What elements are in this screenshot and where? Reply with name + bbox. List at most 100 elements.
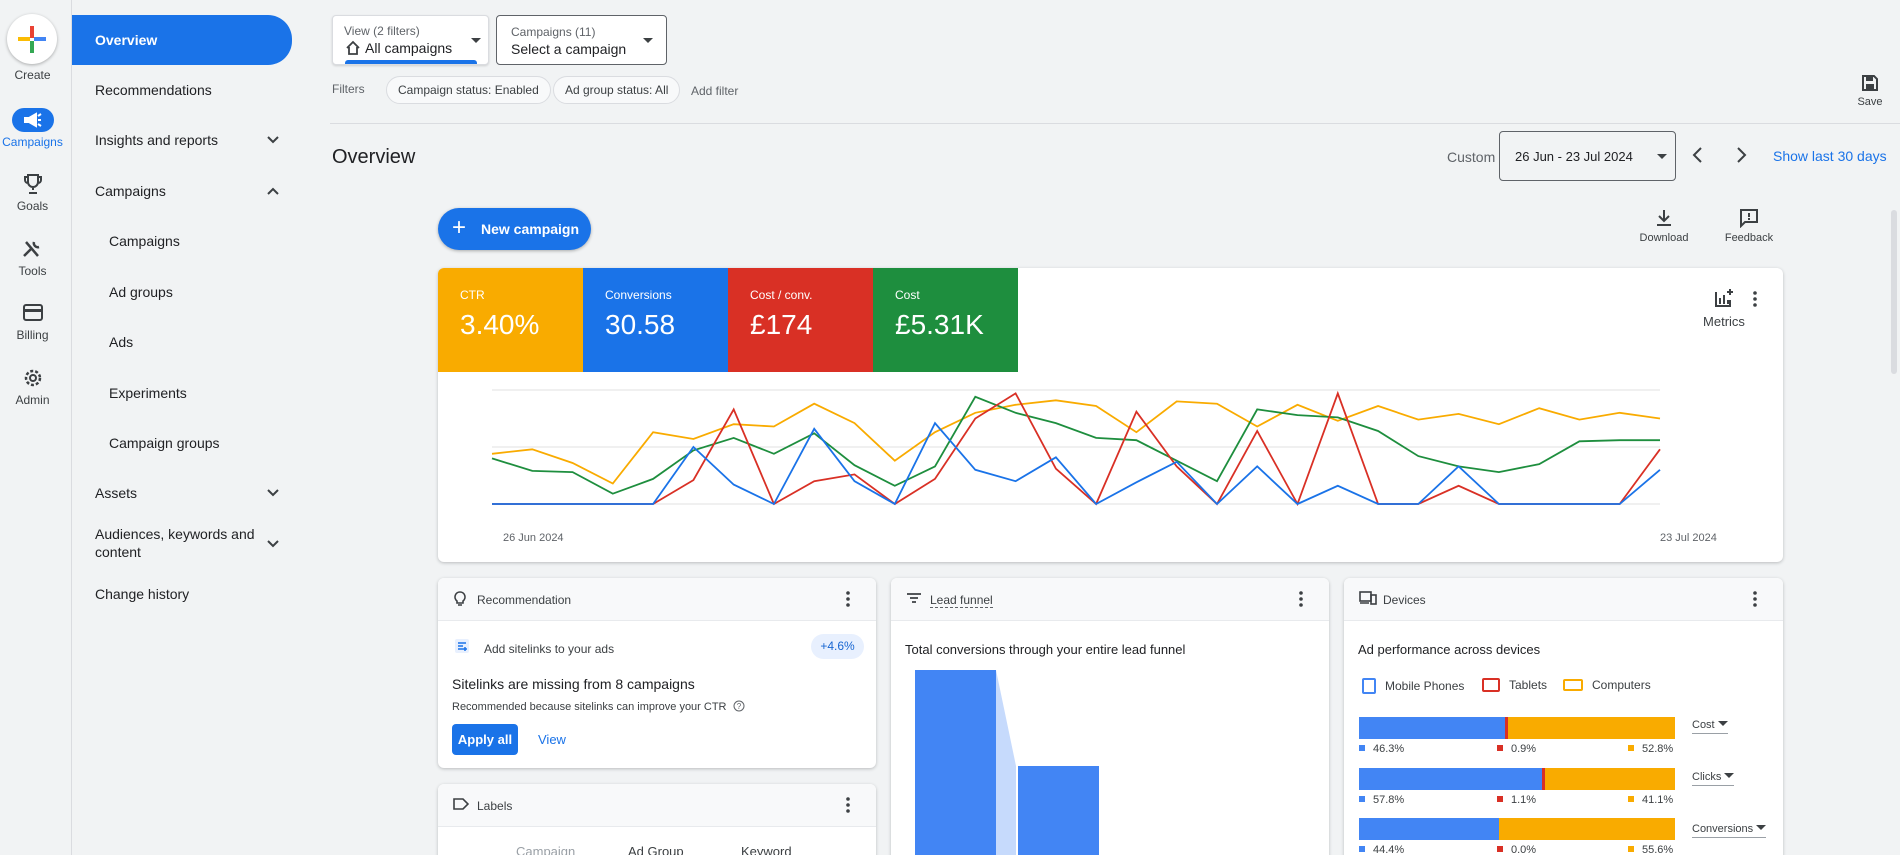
help-icon[interactable]: ? <box>733 700 745 712</box>
create-button[interactable] <box>7 14 57 64</box>
scorecard-ctr[interactable]: CTR 3.40% <box>438 268 583 372</box>
metric-dropdown-cost[interactable]: Cost <box>1692 719 1728 734</box>
nav-assets[interactable]: Assets <box>72 483 292 503</box>
recommendation-title: Sitelinks are missing from 8 campaigns <box>452 676 695 692</box>
metric-dropdown-conversions[interactable]: Conversions <box>1692 823 1767 838</box>
metrics-button[interactable]: Metrics <box>1694 288 1754 329</box>
pct-tablets: 1.1% <box>1497 794 1536 806</box>
devices-card-title: Devices <box>1383 593 1426 607</box>
view-selector[interactable]: View (2 filters) All campaigns <box>332 15 489 65</box>
pct-value: 1.1% <box>1511 794 1537 806</box>
plus-icon: + <box>452 214 467 241</box>
pct-value: 44.4% <box>1373 844 1405 855</box>
tab-ad-group[interactable]: Ad Group <box>628 844 684 855</box>
scorecard-value: £174 <box>750 309 813 340</box>
more-vert-icon[interactable] <box>846 797 850 813</box>
lead-funnel-card: Lead funnel Total conversions through yo… <box>891 578 1329 855</box>
nav-insights[interactable]: Insights and reports <box>72 130 292 150</box>
scorecard-cost[interactable]: Cost £5.31K <box>873 268 1018 372</box>
more-vert-icon[interactable] <box>1753 291 1757 307</box>
labels-card-title: Labels <box>477 799 513 813</box>
nav-audiences[interactable]: Audiences, keywords and content <box>72 525 292 563</box>
nav-overview[interactable]: Overview <box>72 15 292 65</box>
new-campaign-label: New campaign <box>481 221 580 237</box>
metrics-label: Metrics <box>1703 314 1745 329</box>
nav-experiments[interactable]: Experiments <box>109 385 187 401</box>
rail-admin[interactable]: Admin <box>0 367 65 407</box>
legend-dot <box>1628 745 1634 751</box>
pct-mobile: 46.3% <box>1359 743 1404 755</box>
save-button[interactable]: Save <box>1853 74 1887 108</box>
nav-ad-groups[interactable]: Ad groups <box>109 284 173 300</box>
lead-funnel-card-title[interactable]: Lead funnel <box>930 593 993 608</box>
rail-goals[interactable]: Goals <box>0 173 65 213</box>
sitelink-icon <box>455 639 469 653</box>
rail-tools[interactable]: Tools <box>0 238 65 278</box>
nav-recommendations[interactable]: Recommendations <box>95 82 212 98</box>
metric-dropdown-clicks[interactable]: Clicks <box>1692 771 1735 786</box>
pct-mobile: 44.4% <box>1359 844 1404 855</box>
nav-ads[interactable]: Ads <box>109 334 134 350</box>
metric-dropdown-label: Clicks <box>1692 771 1722 783</box>
filter-chip-campaign-status[interactable]: Campaign status: Enabled <box>386 76 551 104</box>
pct-tablets: 0.0% <box>1497 844 1536 855</box>
legend-dot <box>1359 796 1365 802</box>
nav-campaign-groups[interactable]: Campaign groups <box>109 435 220 451</box>
uplift-badge: +4.6% <box>811 634 864 659</box>
megaphone-icon <box>11 108 54 132</box>
trophy-icon <box>23 174 42 194</box>
recommendation-card: Recommendation Add sitelinks to your ads… <box>438 578 876 768</box>
devices-icon <box>1359 591 1377 605</box>
bar-segment-computers <box>1508 717 1675 739</box>
caret-down-icon <box>471 38 481 43</box>
add-filter-link[interactable]: Add filter <box>691 84 739 98</box>
tablet-icon <box>1482 678 1500 692</box>
page-scrollbar[interactable] <box>1891 210 1897 374</box>
campaign-selector[interactable]: Campaigns (11) Select a campaign <box>496 15 667 65</box>
scorecard-value: 30.58 <box>605 309 676 340</box>
chevron-left-icon[interactable] <box>1690 146 1706 164</box>
filter-chip-ad-group-status[interactable]: Ad group status: All <box>553 76 681 104</box>
tab-keyword[interactable]: Keyword <box>741 844 792 855</box>
scorecard-label: Cost <box>895 288 920 302</box>
tab-campaign[interactable]: Campaign <box>516 844 576 855</box>
funnel-connector <box>996 670 1016 855</box>
scorecard-value: £5.31K <box>895 309 984 340</box>
feedback-button[interactable]: Feedback <box>1722 208 1776 244</box>
tools-icon <box>22 241 39 257</box>
chevron-up-icon <box>267 187 279 195</box>
pct-computers: 55.6% <box>1628 844 1673 855</box>
scorecard-cost-per-conv[interactable]: Cost / conv. £174 <box>728 268 873 372</box>
chevron-right-icon[interactable] <box>1733 146 1749 164</box>
rail-campaigns-label: Campaigns <box>2 135 63 149</box>
performance-card: CTR 3.40% Conversions 30.58 Cost / conv.… <box>438 268 1783 562</box>
more-vert-icon[interactable] <box>1299 591 1303 607</box>
nav-campaigns[interactable]: Campaigns <box>72 181 292 201</box>
chevron-down-icon <box>267 136 279 144</box>
add-chart-icon <box>1715 289 1733 307</box>
scorecard-conversions[interactable]: Conversions 30.58 <box>583 268 728 372</box>
date-range-picker[interactable]: 26 Jun - 23 Jul 2024 <box>1499 131 1676 181</box>
create-label: Create <box>14 68 51 82</box>
rail-billing[interactable]: Billing <box>0 302 65 342</box>
download-button[interactable]: Download <box>1637 208 1691 244</box>
recommendation-card-title: Recommendation <box>477 593 572 607</box>
view-recommendation-link[interactable]: View <box>538 732 566 747</box>
lead-funnel-subtitle: Total conversions through your entire le… <box>905 642 1186 657</box>
legend-dot <box>1497 796 1503 802</box>
legend-computers: Computers <box>1563 678 1651 692</box>
series-line-2 <box>492 390 1661 507</box>
rail-campaigns[interactable]: Campaigns <box>0 108 65 149</box>
x-axis-start-label: 26 Jun 2024 <box>503 532 564 544</box>
nav-change-history[interactable]: Change history <box>95 586 190 602</box>
show-last-30-days-link[interactable]: Show last 30 days <box>1773 148 1887 164</box>
new-campaign-button[interactable]: + New campaign <box>438 208 591 250</box>
nav-sub-campaigns[interactable]: Campaigns <box>109 233 180 249</box>
more-vert-icon[interactable] <box>1753 591 1757 607</box>
more-vert-icon[interactable] <box>846 591 850 607</box>
apply-all-button[interactable]: Apply all <box>452 724 518 755</box>
gear-icon <box>24 369 41 387</box>
legend-dot <box>1497 846 1503 852</box>
labels-card: Labels Campaign Ad Group Keyword <box>438 784 876 855</box>
pct-mobile: 57.8% <box>1359 794 1404 806</box>
